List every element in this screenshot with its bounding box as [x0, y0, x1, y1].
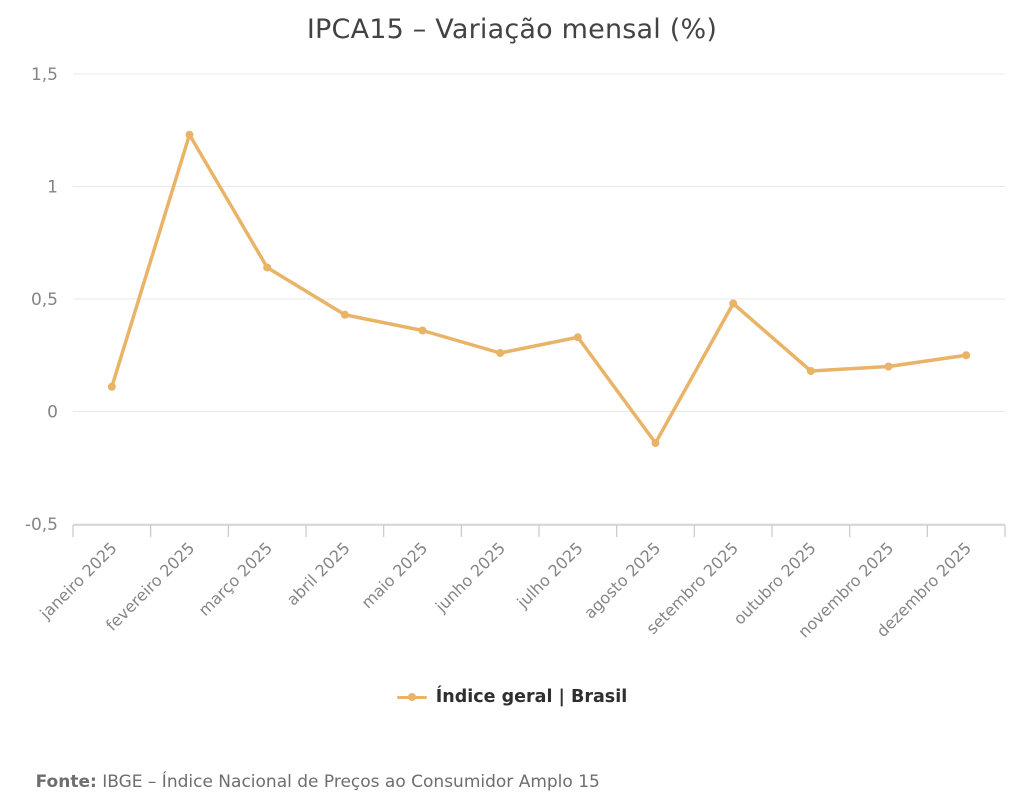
y-axis-tick-label: 0 — [47, 403, 58, 423]
x-axis-tick-label: julho 2025 — [513, 538, 587, 612]
x-axis-tick-label: abril 2025 — [283, 538, 354, 609]
legend-series-marker-icon — [396, 693, 427, 701]
data-point-marker[interactable] — [573, 333, 582, 342]
y-axis-tick-label: 1,5 — [31, 65, 58, 85]
legend-label: Índice geral | Brasil — [435, 687, 628, 707]
data-point-marker[interactable] — [340, 310, 349, 319]
data-point-marker[interactable] — [185, 130, 194, 139]
y-axis-tick-label: -0,5 — [25, 515, 58, 535]
data-point-marker[interactable] — [263, 263, 272, 272]
data-point-marker[interactable] — [418, 326, 427, 335]
x-axis-tick-label: maio 2025 — [357, 538, 431, 612]
source-prefix: Fonte: — [35, 772, 97, 792]
x-axis-tick-label: junho 2025 — [431, 538, 509, 616]
x-axis-tick-label: agosto 2025 — [580, 538, 664, 622]
y-axis-tick-label: 1 — [47, 178, 58, 198]
data-point-marker[interactable] — [651, 439, 660, 447]
chart-title: IPCA15 – Variação mensal (%) — [306, 14, 718, 45]
data-point-marker[interactable] — [962, 351, 971, 360]
y-axis-tick-label: 0,5 — [31, 290, 58, 310]
data-point-marker[interactable] — [496, 349, 505, 357]
series-line — [110, 133, 968, 445]
x-axis-tick-label: janeiro 2025 — [35, 538, 120, 623]
x-axis-tick-label: março 2025 — [195, 538, 276, 619]
data-point-marker[interactable] — [729, 299, 738, 308]
data-point-marker[interactable] — [884, 362, 893, 371]
data-point-marker[interactable] — [107, 382, 116, 391]
legend-item[interactable]: Índice geral | Brasil — [0, 687, 1024, 707]
source-note: Fonte: IBGE – Índice Nacional de Preços … — [14, 752, 600, 800]
data-point-marker[interactable] — [806, 367, 815, 375]
source-text: IBGE – Índice Nacional de Preços ao Cons… — [96, 772, 600, 792]
